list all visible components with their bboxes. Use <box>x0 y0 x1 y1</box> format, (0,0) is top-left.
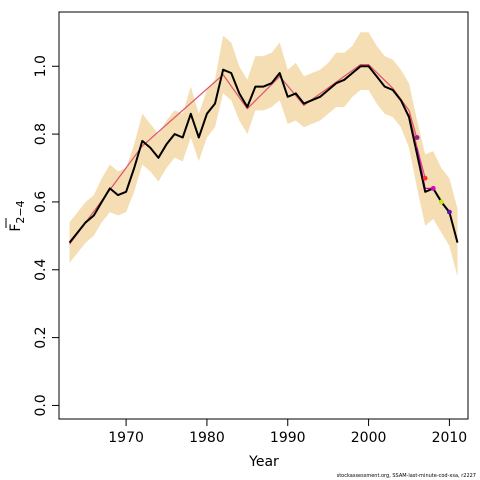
plot-frame <box>58 11 469 420</box>
y-axis-title-subscript: 2−4 <box>14 200 27 223</box>
svg-text:F2−4: F2−4 <box>8 200 27 231</box>
retro-endpoint-5 <box>447 209 452 215</box>
x-tick-label-1990: 1990 <box>270 430 306 446</box>
retro-endpoint-3 <box>430 185 436 191</box>
x-tick-label-2010: 2010 <box>432 430 468 446</box>
y-axis: 0.0 0.2 0.4 0.6 0.8 1.0 <box>33 55 59 417</box>
retro-endpoint-2 <box>422 175 428 181</box>
retro-endpoints <box>414 135 452 215</box>
y-axis-title-main: F <box>8 224 24 232</box>
x-axis-title: Year <box>248 454 279 470</box>
y-tick-label-0.6: 0.6 <box>33 191 49 213</box>
main-series-line <box>68 65 459 244</box>
x-axis: 1970 1980 1990 2000 2010 <box>108 419 467 446</box>
x-tick-label-2000: 2000 <box>351 430 387 446</box>
y-tick-label-0.0: 0.0 <box>33 394 49 416</box>
confidence-band <box>69 32 458 277</box>
y-tick-label-1.0: 1.0 <box>33 55 49 77</box>
y-tick-label-0.2: 0.2 <box>33 326 49 348</box>
retro-endpoint-1 <box>414 135 420 140</box>
retro-endpoint-4 <box>438 199 444 205</box>
x-tick-label-1980: 1980 <box>189 430 225 446</box>
y-tick-label-0.8: 0.8 <box>33 123 49 145</box>
x-tick-label-1970: 1970 <box>108 430 144 446</box>
y-axis-title: F2−4 <box>8 200 27 231</box>
y-tick-label-0.4: 0.4 <box>33 259 49 281</box>
footnote: stockassessment.org, SSAM-last-minute-co… <box>337 473 476 479</box>
